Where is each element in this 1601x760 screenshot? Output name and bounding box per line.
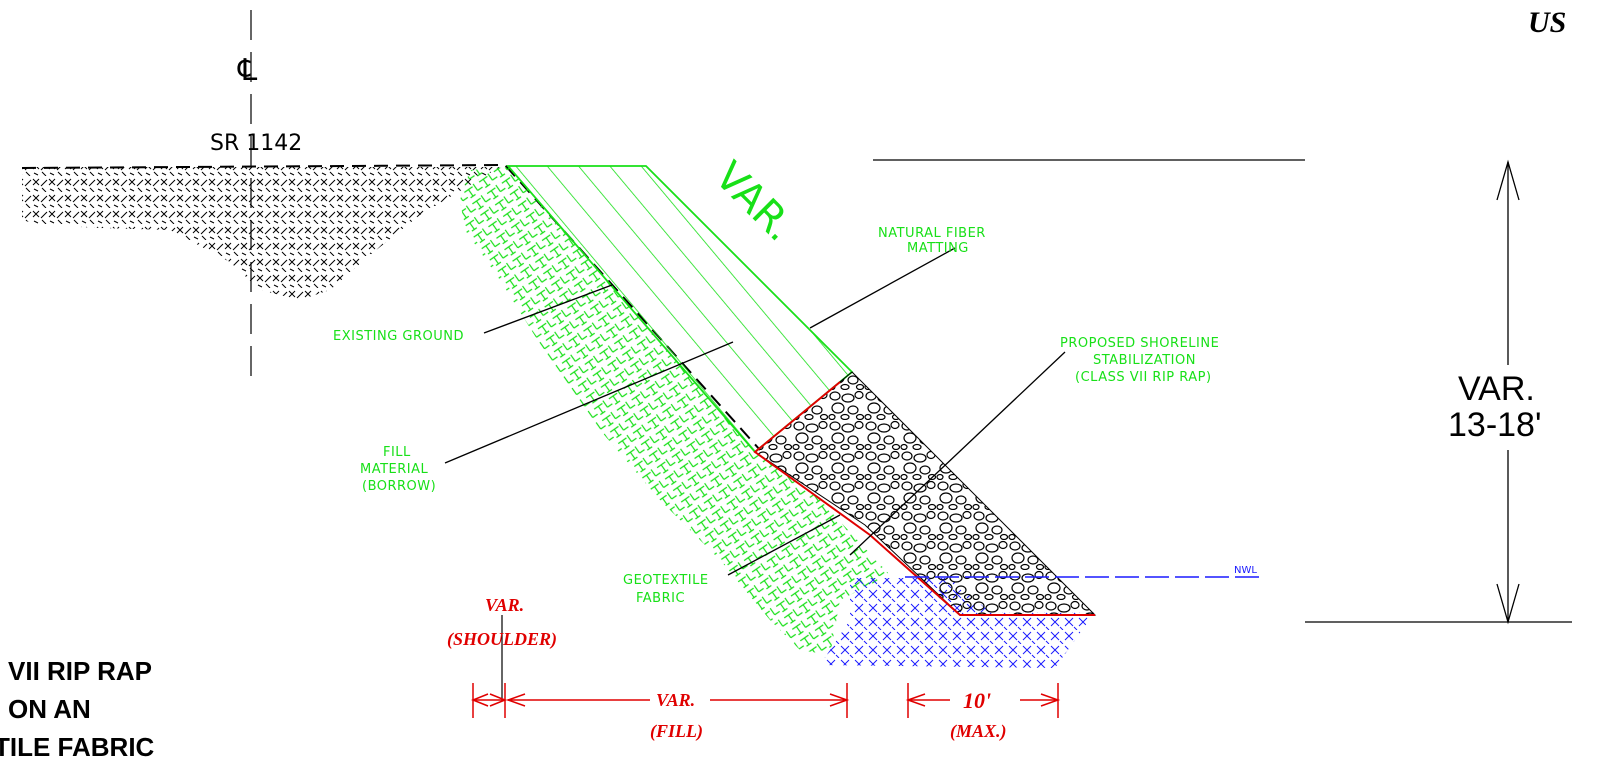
leader-lines — [444, 159, 1572, 623]
svg-text:PROPOSED SHORELINE: PROPOSED SHORELINE — [1060, 336, 1219, 351]
svg-text:ON AN: ON AN — [8, 694, 91, 724]
slope-label: VAR. — [706, 153, 803, 250]
svg-text:GEOTEXTILE: GEOTEXTILE — [623, 573, 709, 588]
nwl-label: NWL — [1234, 565, 1257, 576]
fill-text: (FILL) — [650, 721, 703, 742]
max-value: 10' — [963, 688, 991, 713]
height-dimension: VAR. 13-18' — [1448, 159, 1541, 625]
fill-material-label: FILL MATERIAL (BORROW) — [360, 445, 436, 494]
fill-var: VAR. — [656, 690, 695, 710]
svg-text:TILE FABRIC: TILE FABRIC — [0, 732, 155, 760]
note-fragment: VII RIP RAP ON AN TILE FABRIC — [0, 656, 155, 760]
svg-text:NATURAL FIBER: NATURAL FIBER — [878, 226, 986, 241]
geotextile-label: GEOTEXTILE FABRIC — [623, 573, 709, 606]
geotextile-line — [753, 381, 1095, 616]
title-fragment: US — [1528, 6, 1566, 39]
centerline: ℄ SR 1142 — [210, 10, 302, 385]
svg-text:MATTING: MATTING — [907, 241, 969, 256]
fill-material-region — [460, 167, 890, 655]
shoulder-var: VAR. — [485, 595, 524, 615]
bottom-dimensions: VAR. (SHOULDER) VAR. (FILL) 10' (MAX.) — [447, 595, 1061, 742]
svg-text:MATERIAL: MATERIAL — [360, 462, 429, 477]
height-range: 13-18' — [1448, 406, 1541, 444]
max-text: (MAX.) — [950, 721, 1007, 742]
shoulder-text: (SHOULDER) — [447, 629, 557, 650]
svg-text:FABRIC: FABRIC — [636, 591, 685, 606]
svg-text:STABILIZATION: STABILIZATION — [1093, 353, 1196, 368]
proposed-shoreline-label: PROPOSED SHORELINE STABILIZATION (CLASS … — [1060, 336, 1219, 385]
svg-text:FILL: FILL — [383, 445, 411, 460]
svg-text:(CLASS VII RIP RAP): (CLASS VII RIP RAP) — [1075, 370, 1212, 385]
natural-fiber-label: NATURAL FIBER MATTING — [878, 226, 986, 256]
height-var: VAR. — [1458, 370, 1535, 408]
existing-roadbed — [22, 167, 500, 300]
svg-text:(BORROW): (BORROW) — [362, 479, 436, 494]
road-label: SR 1142 — [210, 131, 302, 156]
existing-ground-label: EXISTING GROUND — [333, 329, 464, 344]
water-region — [820, 578, 1095, 668]
centerline-symbol: ℄ — [237, 53, 257, 88]
svg-text:VII RIP RAP: VII RIP RAP — [8, 656, 152, 686]
